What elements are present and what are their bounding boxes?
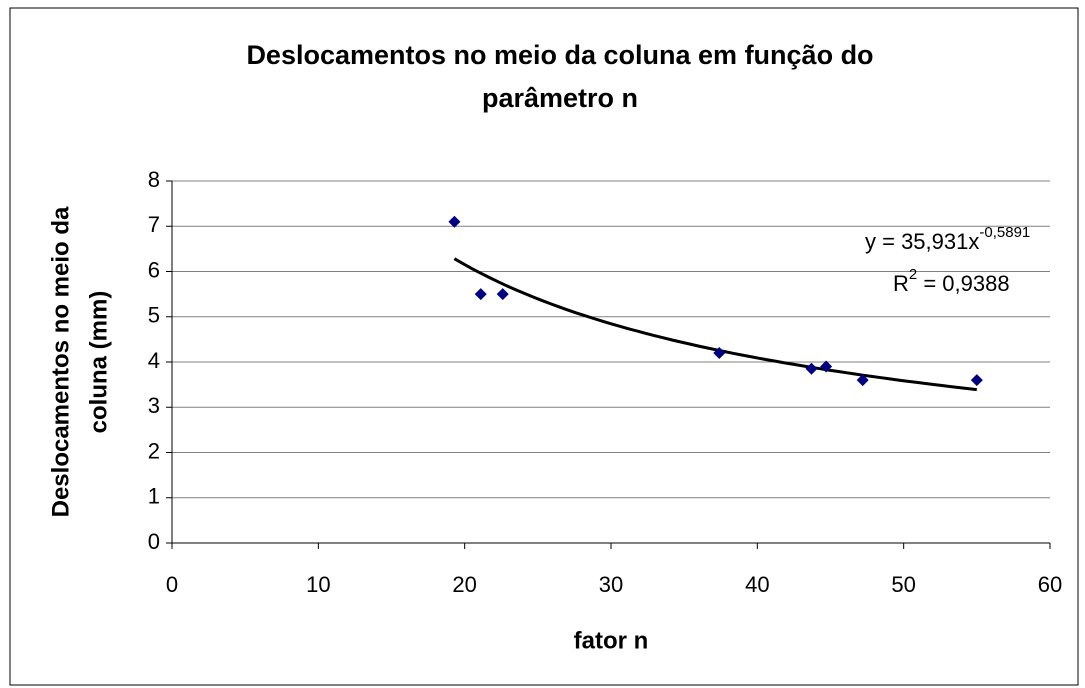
data-point bbox=[474, 288, 487, 301]
x-tick-label: 50 bbox=[891, 572, 915, 597]
y-tick-label: 7 bbox=[148, 212, 160, 237]
x-tick-label: 0 bbox=[166, 572, 178, 597]
y-tick-label: 8 bbox=[148, 167, 160, 192]
equation-exponent: -0,5891 bbox=[979, 224, 1030, 241]
r-squared: R2 = 0,9388 bbox=[893, 266, 1010, 296]
data-point bbox=[856, 374, 869, 387]
y-axis-label: coluna (mm) bbox=[85, 291, 112, 434]
trendline-equation: y = 35,931x-0,5891 bbox=[865, 224, 1030, 254]
data-point bbox=[496, 288, 509, 301]
y-axis-label: Deslocamentos no meio da bbox=[47, 206, 74, 517]
chart-title: parâmetro n bbox=[482, 83, 638, 113]
x-axis-label: fator n bbox=[574, 627, 649, 654]
data-point bbox=[713, 346, 726, 359]
data-point bbox=[820, 360, 833, 373]
y-tick-label: 3 bbox=[148, 393, 160, 418]
x-tick-label: 20 bbox=[452, 572, 476, 597]
x-tick-label: 40 bbox=[745, 572, 769, 597]
data-point bbox=[805, 362, 818, 375]
y-tick-label: 1 bbox=[148, 484, 160, 509]
y-tick-label: 2 bbox=[148, 438, 160, 463]
data-point bbox=[970, 374, 983, 387]
x-tick-label: 60 bbox=[1038, 572, 1062, 597]
y-tick-label: 6 bbox=[148, 257, 160, 282]
r-squared-text: R bbox=[893, 271, 909, 296]
x-tick-label: 30 bbox=[599, 572, 623, 597]
equation-text: y = 35,931x bbox=[865, 229, 979, 254]
chart-title: Deslocamentos no meio da coluna em funçã… bbox=[246, 40, 873, 70]
x-tick-label: 10 bbox=[306, 572, 330, 597]
r-squared-sup: 2 bbox=[909, 266, 917, 283]
chart-frame bbox=[9, 7, 1079, 686]
y-tick-label: 4 bbox=[148, 348, 160, 373]
data-point bbox=[448, 215, 461, 228]
y-tick-label: 0 bbox=[148, 529, 160, 554]
trendline bbox=[453, 257, 977, 392]
r-squared-value: = 0,9388 bbox=[917, 271, 1009, 296]
y-tick-label: 5 bbox=[148, 303, 160, 328]
